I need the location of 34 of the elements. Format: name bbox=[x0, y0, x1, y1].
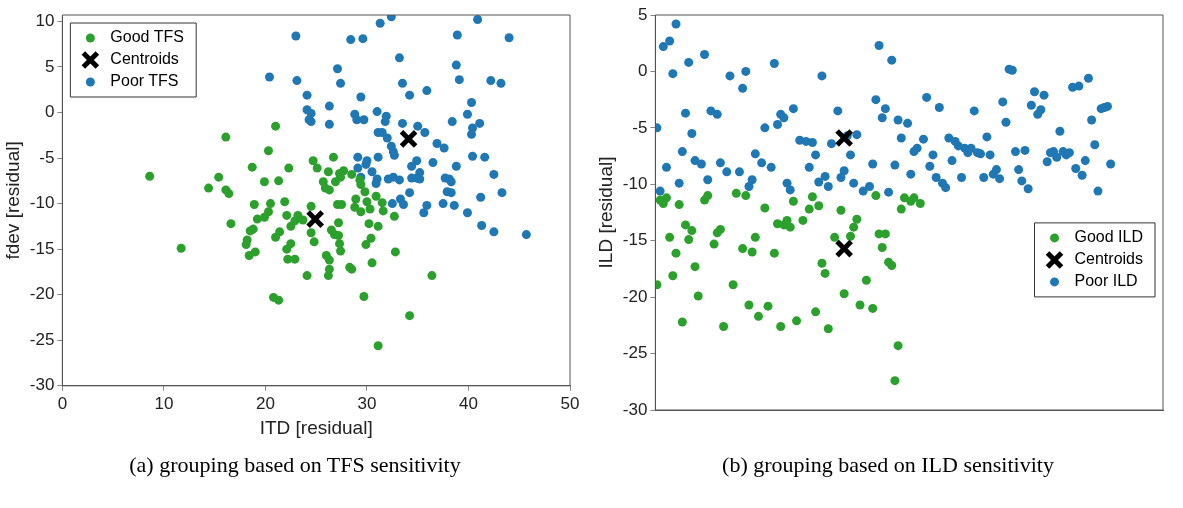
y-tick-label: -10 bbox=[622, 173, 648, 193]
x-tick-label: 10 bbox=[154, 393, 174, 413]
y-tick-label: -30 bbox=[29, 375, 55, 395]
legend-label: Poor ILD bbox=[1074, 272, 1138, 290]
y-tick-label: -10 bbox=[29, 193, 55, 213]
x-tick-label: 20 bbox=[255, 393, 275, 413]
x-axis-title: ITD [residual] bbox=[259, 416, 373, 438]
y-tick-label: -20 bbox=[29, 284, 55, 304]
x-tick-label: 50 bbox=[560, 393, 580, 413]
y-tick-label: 5 bbox=[637, 4, 648, 24]
y-tick-label: -20 bbox=[622, 286, 648, 306]
y-tick-label: -5 bbox=[39, 147, 55, 167]
x-tick-label: 30 bbox=[357, 393, 377, 413]
y-tick-label: -30 bbox=[622, 399, 648, 419]
y-tick-label: -25 bbox=[622, 343, 648, 363]
legend-label: Good ILD bbox=[1074, 228, 1143, 246]
y-tick-label: 10 bbox=[35, 11, 55, 31]
y-tick-label: -15 bbox=[622, 230, 648, 250]
legend-label: Good TFS bbox=[110, 28, 184, 46]
text: (a) grouping based on TFS sensitivity bbox=[128, 452, 462, 478]
y-tick-label: 5 bbox=[44, 56, 55, 76]
y-tick-label: -5 bbox=[632, 117, 648, 137]
y-tick-label: 0 bbox=[44, 102, 55, 122]
y-tick-label: -25 bbox=[29, 329, 55, 349]
y-tick-label: -15 bbox=[29, 238, 55, 258]
y-axis-title: fdev [residual] bbox=[1, 141, 23, 260]
x-tick-label: 40 bbox=[459, 393, 478, 413]
x-tick-label: 0 bbox=[57, 393, 68, 413]
y-tick-label: 0 bbox=[637, 61, 648, 81]
legend-label: Poor TFS bbox=[110, 72, 179, 90]
legend-label: Centroids bbox=[110, 50, 179, 68]
text: (b) grouping based on ILD sensitivity bbox=[721, 452, 1055, 478]
y-axis-title: ILD [residual] bbox=[594, 156, 616, 269]
legend-label: Centroids bbox=[1074, 250, 1143, 268]
